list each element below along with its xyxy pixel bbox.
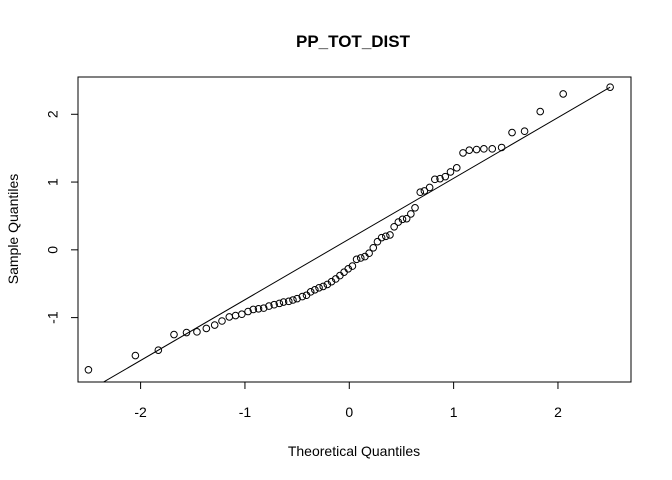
data-point (289, 296, 297, 304)
x-axis-label: Theoretical Quantiles (288, 443, 420, 459)
y-tick-label: 1 (45, 178, 61, 186)
data-point (275, 299, 284, 308)
data-point (459, 149, 467, 157)
data-point (472, 145, 481, 154)
data-point (131, 351, 140, 360)
data-point (319, 282, 327, 291)
plot-area (84, 83, 614, 382)
data-point (559, 90, 567, 98)
data-point (302, 291, 311, 300)
data-point (382, 232, 390, 241)
y-tick-label: -1 (45, 311, 61, 324)
data-point (182, 328, 191, 337)
y-tick-label: 0 (45, 246, 61, 254)
qq-reference-line (102, 86, 611, 382)
data-point (315, 283, 323, 292)
data-point (279, 298, 288, 306)
y-axis-label: Sample Quantiles (5, 174, 21, 285)
data-point (193, 328, 201, 336)
data-point (336, 271, 344, 280)
data-point (508, 128, 516, 137)
data-point (416, 188, 425, 197)
data-point (431, 175, 439, 184)
data-point (425, 183, 434, 192)
data-point (390, 222, 398, 231)
data-point (369, 244, 378, 252)
data-point (606, 83, 614, 91)
x-tick-label: 0 (345, 404, 353, 420)
data-point (84, 366, 93, 374)
data-point (386, 231, 394, 239)
data-point (373, 237, 382, 246)
data-point (497, 143, 506, 152)
data-point (327, 277, 336, 286)
x-tick-label: 1 (450, 404, 458, 420)
data-point (402, 214, 411, 223)
chart-title: PP_TOT_DIST (296, 32, 411, 51)
data-point (231, 311, 240, 320)
data-point (298, 292, 307, 301)
data-point (225, 313, 234, 321)
data-point (238, 310, 246, 319)
data-point (441, 172, 450, 181)
data-points (84, 83, 614, 374)
data-point (202, 324, 211, 333)
data-point (398, 215, 407, 224)
data-point (265, 302, 273, 310)
data-point (465, 146, 474, 154)
y-tick-label: 2 (45, 110, 61, 118)
data-point (348, 262, 357, 270)
data-point (254, 305, 263, 313)
x-axis: -2 -1 0 1 2 (134, 381, 562, 420)
data-point (210, 321, 219, 329)
data-point (480, 145, 488, 153)
data-point (407, 210, 415, 218)
data-point (536, 107, 545, 116)
data-point (488, 145, 497, 153)
x-tick-label: -1 (239, 404, 252, 420)
data-point (344, 265, 353, 273)
data-point (249, 305, 258, 314)
data-point (259, 304, 268, 312)
data-point (306, 288, 315, 296)
data-point (377, 233, 386, 242)
data-point (340, 268, 348, 277)
x-tick-label: -2 (134, 404, 147, 420)
data-point (270, 300, 278, 309)
data-point (446, 168, 455, 176)
data-point (170, 330, 178, 339)
data-point (352, 255, 361, 264)
data-point (452, 164, 461, 172)
data-point (420, 187, 429, 195)
data-point (323, 280, 332, 289)
data-point (361, 252, 369, 261)
data-point (520, 127, 529, 136)
y-axis: -1 0 1 2 (45, 110, 79, 324)
data-point (284, 297, 293, 306)
data-point (244, 307, 252, 316)
data-point (218, 317, 226, 325)
data-point (436, 174, 444, 183)
data-point (311, 286, 319, 294)
data-point (394, 218, 403, 226)
x-tick-label: 2 (554, 404, 562, 420)
data-point (154, 346, 163, 354)
data-point (356, 254, 365, 262)
data-point (365, 249, 373, 258)
data-point (411, 204, 419, 212)
data-point (293, 294, 301, 303)
